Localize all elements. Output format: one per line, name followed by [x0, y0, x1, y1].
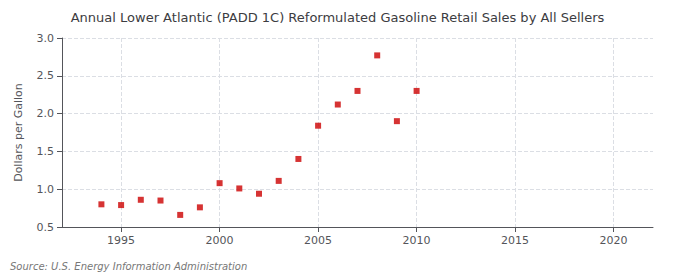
svg-text:2020: 2020	[600, 234, 628, 247]
svg-text:0.5: 0.5	[37, 221, 55, 234]
svg-text:1.0: 1.0	[37, 183, 55, 196]
svg-text:1.5: 1.5	[37, 145, 55, 158]
svg-text:Dollars per Gallon: Dollars per Gallon	[12, 83, 25, 182]
svg-text:2000: 2000	[206, 234, 234, 247]
svg-text:Annual Lower Atlantic (PADD 1C: Annual Lower Atlantic (PADD 1C) Reformul…	[71, 10, 605, 25]
svg-text:Source: U.S. Energy Informatio: Source: U.S. Energy Information Administ…	[10, 261, 247, 272]
svg-text:2005: 2005	[304, 234, 332, 247]
svg-text:2.5: 2.5	[37, 69, 55, 82]
svg-text:3.0: 3.0	[37, 32, 55, 45]
svg-text:1995: 1995	[107, 234, 135, 247]
svg-text:2015: 2015	[501, 234, 529, 247]
svg-text:2010: 2010	[403, 234, 431, 247]
svg-text:2.0: 2.0	[37, 107, 55, 120]
